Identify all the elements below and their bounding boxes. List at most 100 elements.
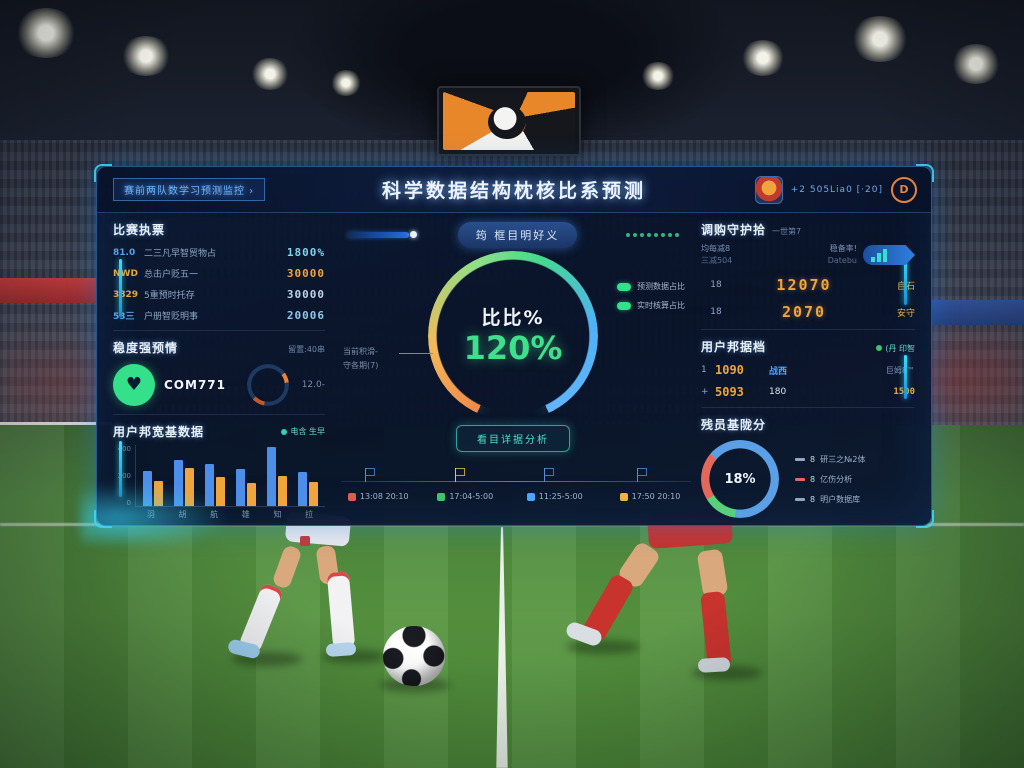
rate-toggle-button[interactable] xyxy=(863,245,915,265)
gauge-value: 120% xyxy=(463,329,563,367)
odds-col-labels: 均每减8 三减504 xyxy=(701,244,733,265)
center-column: 筠 框目明好义 比比% 120% 当前积滑- 守各期(7) xyxy=(341,221,691,515)
divider xyxy=(113,414,325,415)
donut-center-value: 18% xyxy=(724,471,756,487)
legend-swatch xyxy=(617,301,631,310)
donut-legend-item: 8 明户数据库 xyxy=(795,494,866,505)
accent-bar xyxy=(119,259,122,317)
bar-chart-legend: 电含 生早 xyxy=(281,426,325,437)
floodlight-glow xyxy=(14,8,78,58)
ad-board xyxy=(924,300,1024,325)
timeline-axis xyxy=(341,481,691,482)
user-data-row[interactable]: + 5093 180 1500 xyxy=(701,385,915,399)
legend-item: 预测数据占比 xyxy=(617,281,685,292)
panel-body: 比赛执票 81.0 二三凡早智贸物占 1800% NWD 总击户贬五一 3000… xyxy=(97,213,931,525)
analysis-pill-button[interactable]: 筠 框目明好义 xyxy=(457,222,578,248)
timeline-label: 13:08 20:10 xyxy=(347,492,409,501)
floodlight-glow xyxy=(740,40,786,76)
corner-bracket xyxy=(94,164,112,182)
flag-icon xyxy=(437,492,446,501)
header-tab[interactable]: 赛前两队数学习预测监控 › xyxy=(113,178,266,201)
legend-swatch xyxy=(795,477,805,481)
timeline-marker[interactable] xyxy=(636,468,647,482)
rate-labels: 稳备率! Datebu xyxy=(827,244,857,265)
timeline-marker[interactable] xyxy=(365,468,376,482)
timeline-label: 17:50 20:10 xyxy=(619,492,680,501)
mini-ring-value: 12.0- xyxy=(301,380,325,390)
match-stats-title: 比赛执票 xyxy=(113,223,166,237)
donut-legend: 8 研三之№2体 8 亿伤分析 8 明户数据库 xyxy=(795,454,866,505)
gauge-ring xyxy=(428,251,598,421)
legend-swatch xyxy=(795,497,805,501)
timeline-label: 17:04-5:00 xyxy=(437,492,493,501)
ad-board xyxy=(0,278,96,303)
prediction-dashboard-panel: 赛前两队数学习预测监控 › 科学数据结构枕核比系预测 +2 505Liа0 [·… xyxy=(81,164,934,543)
flag-icon xyxy=(619,492,628,501)
user-data-title: 用户邦据档 xyxy=(701,340,767,354)
floodlight-glow xyxy=(120,36,172,76)
stat-row[interactable]: 81.0 二三凡早智贸物占 1800% xyxy=(113,246,325,259)
divider xyxy=(701,407,915,408)
mini-ring-chart xyxy=(246,364,289,406)
flag-icon xyxy=(347,492,356,501)
right-column: 调购守护拾 一世第7 均每减8 三减504 稳备率! Datebu xyxy=(701,221,915,518)
floodlight-glow xyxy=(250,58,290,90)
legend-swatch xyxy=(617,282,631,291)
corner-bracket xyxy=(916,164,934,182)
divider xyxy=(113,330,325,331)
confidence-title: 稳度强预情 xyxy=(113,341,179,355)
prediction-gauge: 比比% 120% 当前积滑- 守各期(7) 预测数据占比 xyxy=(341,251,685,423)
header-right: +2 505Liа0 [·20] D xyxy=(754,175,917,204)
gauge-legend: 预测数据占比 实时核算占比 xyxy=(617,281,685,311)
corner-bracket xyxy=(916,510,934,528)
mini-progress-bar[interactable] xyxy=(347,231,417,238)
match-timeline: 13:08 20:10 17:04-5:00 11:25-5:00 17:50 … xyxy=(341,466,691,512)
confidence-row: ♥ COM771 12.0- xyxy=(113,364,325,406)
floodlight-glow xyxy=(950,44,1002,84)
donut-legend-item: 8 亿伤分析 xyxy=(795,474,866,485)
score-donut-section: 18% 8 研三之№2体 8 亿伤分析 xyxy=(701,440,915,518)
panel-title: 科学数据结构枕核比系预测 xyxy=(381,180,647,202)
detail-button[interactable]: 看目详据分析 xyxy=(456,425,570,452)
odds-note: 一世第7 xyxy=(772,227,802,236)
corner-bracket xyxy=(94,510,112,528)
bars-icon xyxy=(871,257,875,262)
timeline-marker[interactable] xyxy=(543,468,554,482)
stadium-screen xyxy=(437,86,581,156)
floodlight-glow xyxy=(640,62,676,90)
stat-row[interactable]: 53三 户册智贬明事 20006 xyxy=(113,309,325,322)
timeline-marker[interactable] xyxy=(454,468,465,482)
pitch-center-line xyxy=(496,527,508,768)
soccer-ball xyxy=(383,626,445,686)
stat-row[interactable]: NWD 总击户贬五一 30000 xyxy=(113,267,325,280)
session-text: +2 505Liа0 [·20] xyxy=(790,184,883,195)
status-dots xyxy=(626,233,679,237)
info-icon[interactable]: D xyxy=(891,176,917,203)
screen-ball-graphic xyxy=(443,92,575,150)
header-tab-label: 赛前两队数学习预测监控 › xyxy=(124,186,255,197)
callout-line xyxy=(399,353,433,354)
bar-chart-title: 用户邦宽基数据 xyxy=(113,425,205,439)
stat-row[interactable]: 3829 5重预时托存 30000 xyxy=(113,288,325,301)
confidence-note: 留置:40串 xyxy=(288,345,325,354)
legend-swatch xyxy=(795,457,805,461)
team-crest-icon[interactable] xyxy=(754,175,783,204)
user-data-row[interactable]: 1 1090 战西 巨姆8™ xyxy=(701,363,915,377)
accent-bar xyxy=(904,253,907,305)
score-share-title: 残员基陇分 xyxy=(701,418,767,432)
gauge-title: 比比% xyxy=(481,307,545,329)
odds-row[interactable]: 18 2070 安守 xyxy=(710,303,915,321)
flag-icon xyxy=(526,492,535,501)
floodlight-glow xyxy=(330,70,362,96)
left-column: 比赛执票 81.0 二三凡早智贸物占 1800% NWD 总击户贬五一 3000… xyxy=(113,221,325,519)
divider xyxy=(701,329,915,330)
legend-dot-icon xyxy=(281,428,288,435)
floodlight-glow xyxy=(850,16,910,62)
accent-bar xyxy=(119,441,122,497)
odds-row[interactable]: 18 12070 自石 xyxy=(710,276,915,294)
bars-icon xyxy=(877,253,881,262)
donut-legend-item: 8 研三之№2体 xyxy=(795,454,866,465)
gauge-callout: 当前积滑- 守各期(7) xyxy=(343,347,379,370)
confidence-badge[interactable]: ♥ xyxy=(113,364,155,406)
